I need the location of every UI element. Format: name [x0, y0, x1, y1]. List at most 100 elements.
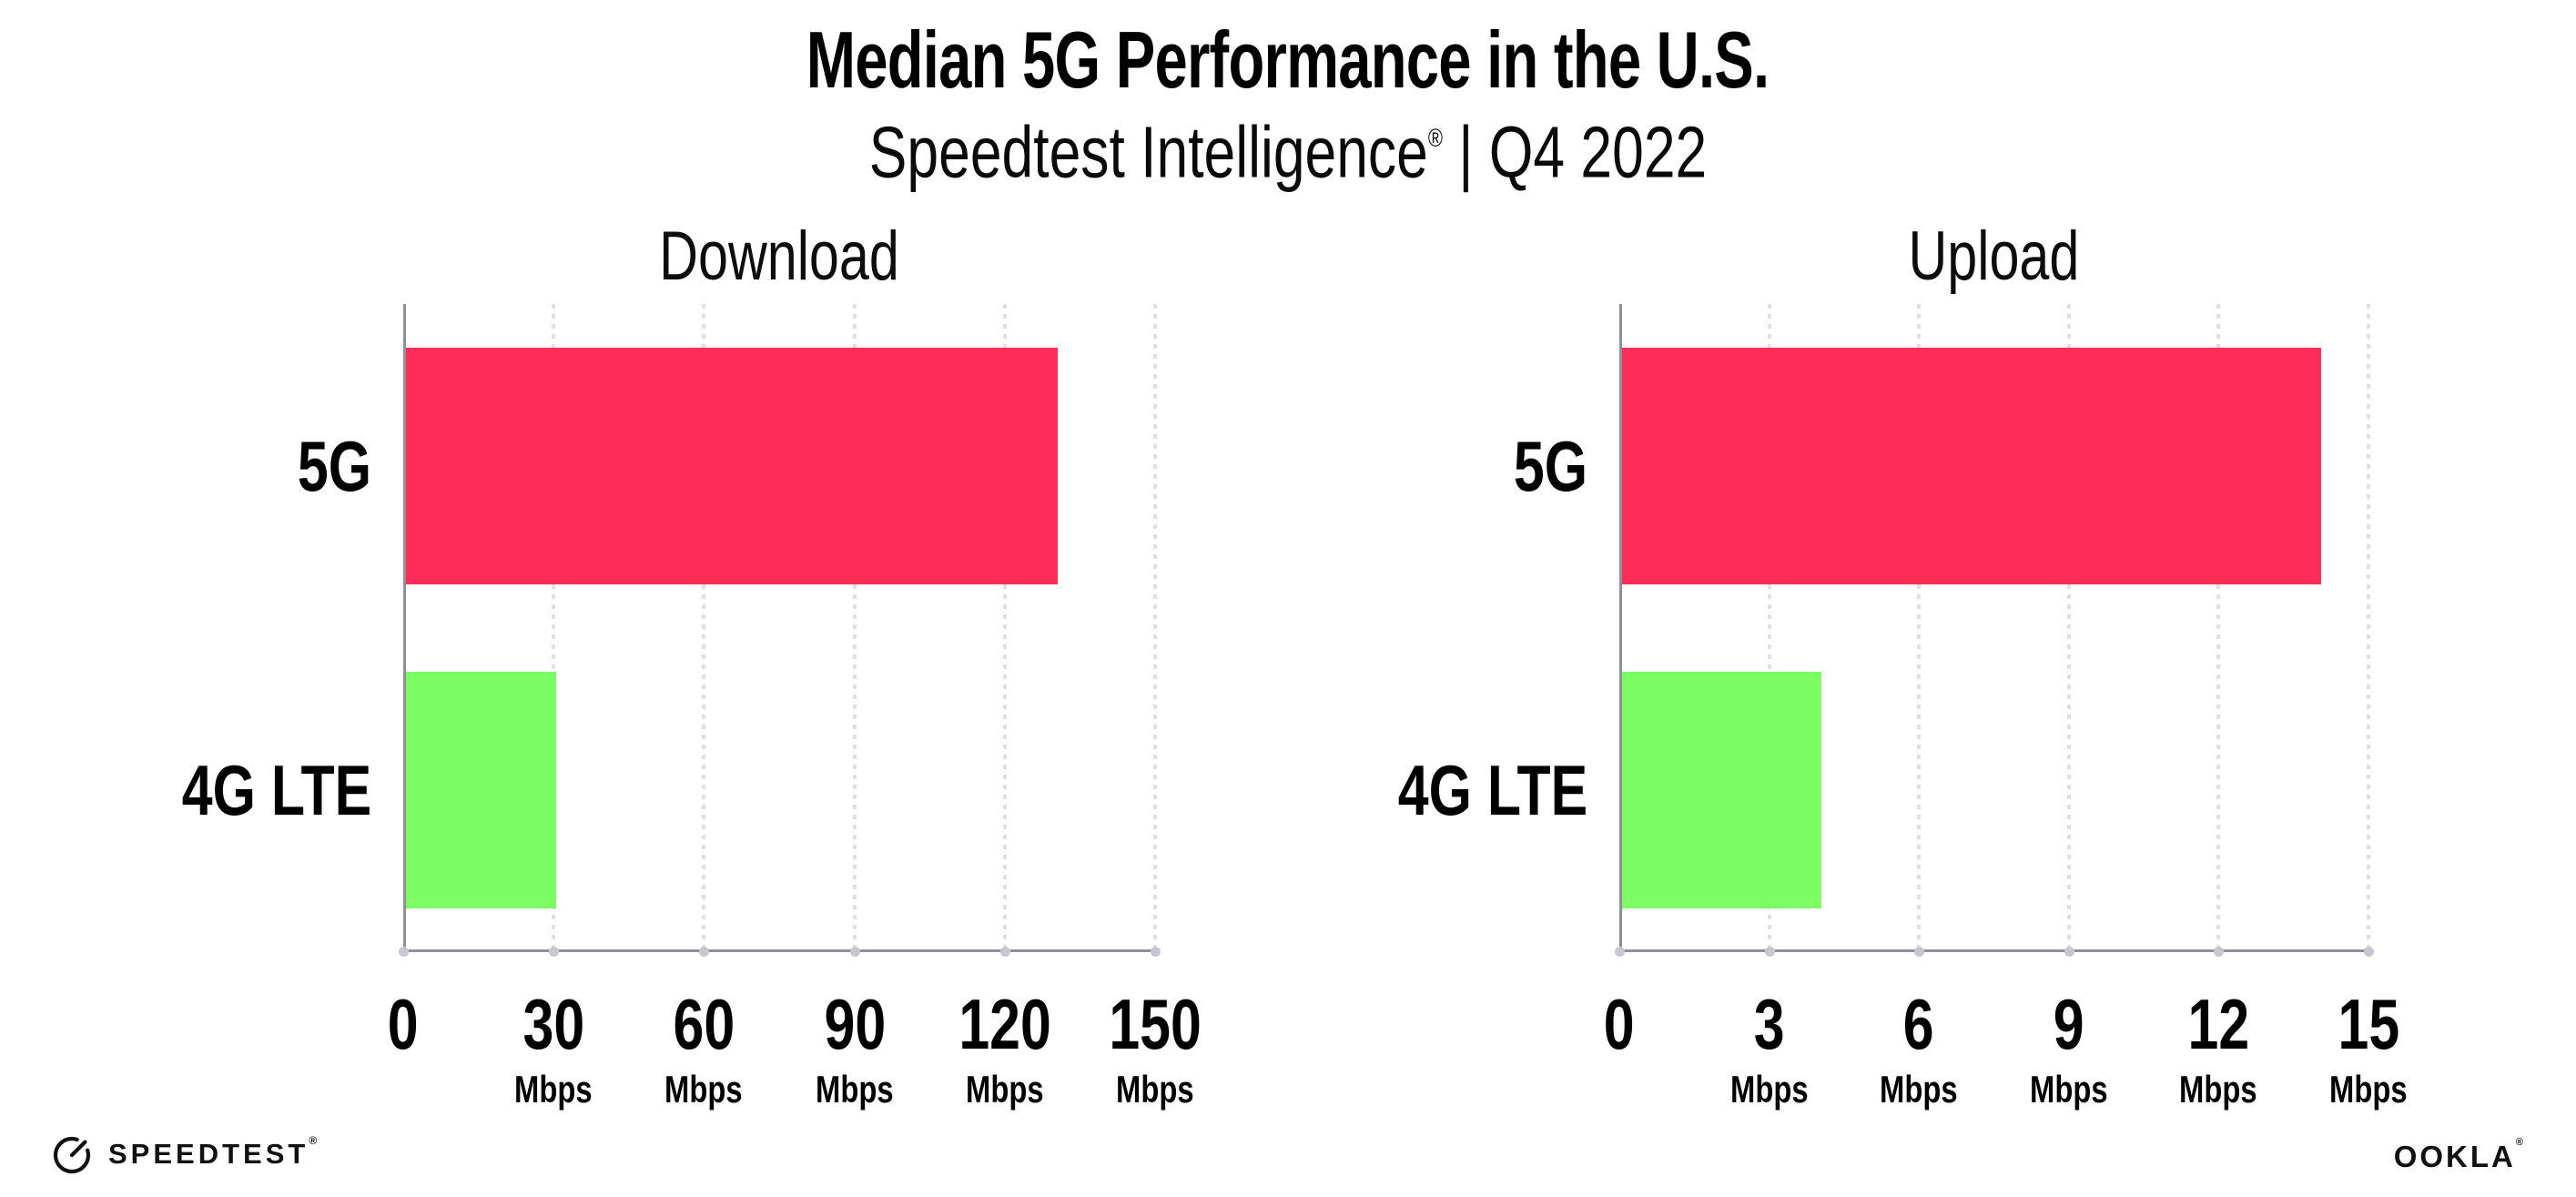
x-tick-unit: Mbps — [745, 1067, 964, 1112]
x-tick-unit: Mbps — [1960, 1067, 2178, 1112]
x-axis-spine — [1618, 949, 2368, 952]
ookla-registered-icon: ® — [2515, 1137, 2523, 1148]
x-tick: 90 Mbps — [745, 985, 964, 1112]
x-axis-spine — [401, 949, 1155, 952]
x-tick-unit-text: Mbps — [2179, 1068, 2257, 1111]
x-tick-unit-text: Mbps — [1116, 1068, 1194, 1111]
x-tick: 150 Mbps — [1046, 985, 1264, 1112]
y-label-text: 5G — [1513, 426, 1587, 506]
subtitle-period: | Q4 2022 — [1442, 111, 1708, 193]
x-tick-number-text: 12 — [2187, 984, 2249, 1064]
x-tick-dot — [2064, 947, 2074, 957]
gridline — [702, 304, 705, 952]
x-tick-dot — [2214, 947, 2224, 957]
x-tick-number: 120 — [896, 985, 1114, 1063]
gridline — [1917, 304, 1921, 952]
subtitle-brand: Speedtest Intelligence — [868, 111, 1428, 193]
x-tick-number: 0 — [1510, 985, 1729, 1063]
registered-trademark-icon: ® — [1427, 124, 1443, 152]
x-tick-number: 15 — [2259, 985, 2478, 1063]
x-tick-unit: Mbps — [2109, 1067, 2328, 1112]
gridline — [2216, 304, 2220, 952]
x-tick-number: 12 — [2109, 985, 2328, 1063]
x-tick-dot — [1000, 947, 1010, 957]
x-tick: 6 Mbps — [1810, 985, 2028, 1112]
gridline — [2067, 304, 2071, 952]
x-tick-dot — [699, 947, 709, 957]
download-chart-title: Download — [403, 218, 1155, 295]
x-tick: 15 Mbps — [2259, 985, 2478, 1112]
x-tick: 120 Mbps — [896, 985, 1114, 1112]
download-plot-area — [399, 304, 1161, 957]
x-tick: 3 Mbps — [1660, 985, 1879, 1112]
x-tick: 0 — [294, 985, 512, 1063]
x-tick-number: 0 — [294, 985, 512, 1063]
page-title: Median 5G Performance in the U.S. — [0, 16, 2576, 104]
x-tick-unit-text: Mbps — [664, 1068, 743, 1111]
upload-plot-area — [1615, 304, 2374, 957]
gridline — [1768, 304, 1771, 952]
y-label-5g: 5G — [1205, 419, 1587, 513]
speedtest-logo: SPEEDTEST® — [50, 1132, 317, 1176]
speedtest-logo-text: SPEEDTEST® — [108, 1134, 317, 1171]
bar-4g-lte — [406, 672, 556, 908]
x-tick-number-text: 0 — [388, 984, 419, 1064]
page-subtitle-text: Speedtest Intelligence® | Q4 2022 — [869, 102, 1707, 195]
x-tick-number-text: 0 — [1604, 984, 1635, 1064]
x-tick-number: 90 — [745, 985, 964, 1063]
x-tick-unit-text: Mbps — [2329, 1068, 2408, 1111]
speedtest-gauge-icon — [53, 1136, 91, 1174]
x-tick-dot — [1151, 947, 1161, 957]
bar-5g — [406, 348, 1058, 584]
x-tick-unit-text: Mbps — [1880, 1068, 1958, 1111]
x-tick-number-text: 90 — [824, 984, 886, 1064]
x-tick-number-text: 9 — [2054, 984, 2084, 1064]
speedtest-registered-icon: ® — [309, 1133, 318, 1147]
x-tick-unit-text: Mbps — [966, 1068, 1044, 1111]
y-label-4g-lte: 4G LTE — [1205, 743, 1587, 837]
x-tick: 30 Mbps — [444, 985, 663, 1112]
gridline — [552, 304, 555, 952]
x-tick-unit: Mbps — [2259, 1067, 2478, 1112]
x-tick-number-text: 60 — [673, 984, 735, 1064]
gridline — [2367, 304, 2370, 952]
x-tick-number-text: 6 — [1903, 984, 1934, 1064]
upload-chart-title-text: Upload — [1908, 218, 2080, 295]
x-tick-unit: Mbps — [1660, 1067, 1879, 1112]
y-label-4g-lte: 4G LTE — [0, 743, 371, 837]
upload-chart-title: Upload — [1619, 218, 2368, 295]
y-axis-spine — [1619, 304, 1622, 952]
page-subtitle: Speedtest Intelligence® | Q4 2022 — [0, 102, 2576, 195]
x-tick-number: 3 — [1660, 985, 1879, 1063]
x-tick-dot — [1765, 947, 1775, 957]
x-tick-dot — [399, 947, 409, 957]
x-tick-number: 150 — [1046, 985, 1264, 1063]
y-label-text: 4G LTE — [181, 750, 371, 830]
bar-5g — [1622, 348, 2321, 584]
x-tick: 12 Mbps — [2109, 985, 2328, 1112]
bar-4g-lte — [1622, 672, 1821, 908]
y-label-text: 4G LTE — [1397, 750, 1587, 830]
x-tick-dot — [850, 947, 860, 957]
x-tick: 0 — [1510, 985, 1729, 1063]
x-tick-unit: Mbps — [444, 1067, 663, 1112]
x-tick-unit: Mbps — [1810, 1067, 2028, 1112]
y-label-5g: 5G — [0, 419, 371, 513]
x-tick-dot — [549, 947, 559, 957]
x-tick-unit-text: Mbps — [1730, 1068, 1809, 1111]
x-tick-unit: Mbps — [896, 1067, 1114, 1112]
ookla-wordmark: OOKLA — [2393, 1140, 2516, 1173]
x-tick-number: 9 — [1960, 985, 2178, 1063]
page-title-text: Median 5G Performance in the U.S. — [806, 15, 1770, 105]
x-tick-number-text: 150 — [1109, 984, 1202, 1064]
x-tick: 9 Mbps — [1960, 985, 2178, 1112]
gridline — [1153, 304, 1157, 952]
x-tick-number: 60 — [594, 985, 813, 1063]
ookla-logo: OOKLA® — [2393, 1137, 2523, 1174]
speedtest-wordmark: SPEEDTEST — [108, 1138, 309, 1170]
x-tick-number-text: 15 — [2338, 984, 2399, 1064]
x-tick-dot — [1914, 947, 1924, 957]
x-tick-unit: Mbps — [1046, 1067, 1264, 1112]
x-tick-unit: Mbps — [594, 1067, 813, 1112]
download-chart-title-text: Download — [659, 218, 899, 295]
